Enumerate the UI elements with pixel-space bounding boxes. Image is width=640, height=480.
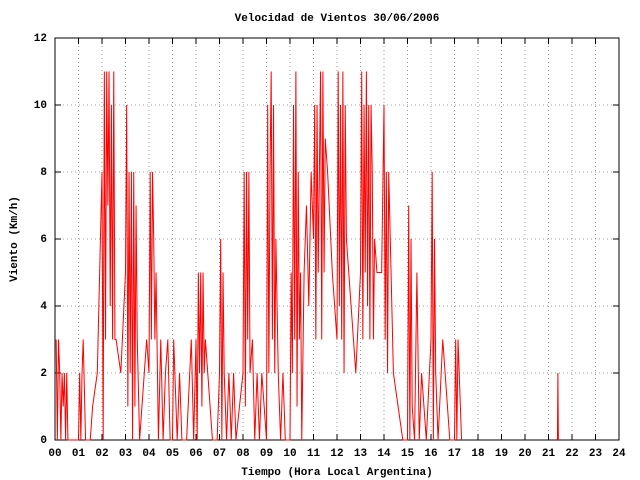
x-tick-label: 11	[307, 448, 321, 460]
x-tick-label: 05	[166, 448, 180, 460]
x-tick-label: 08	[236, 448, 250, 460]
x-tick-label: 16	[424, 448, 437, 460]
x-tick-label: 03	[119, 448, 133, 460]
x-tick-label: 20	[518, 448, 531, 460]
x-tick-label: 18	[471, 448, 485, 460]
x-tick-label: 13	[354, 448, 368, 460]
x-axis-label: Tiempo (Hora Local Argentina)	[241, 467, 432, 479]
x-tick-label: 04	[142, 448, 156, 460]
y-tick-label: 6	[40, 234, 47, 246]
x-tick-label: 21	[542, 448, 556, 460]
x-tick-label: 12	[330, 448, 343, 460]
y-tick-label: 10	[34, 100, 47, 112]
x-tick-label: 24	[612, 448, 626, 460]
y-tick-label: 0	[40, 435, 47, 447]
y-axis-label: Viento (Km/h)	[9, 196, 21, 282]
x-tick-label: 22	[565, 448, 578, 460]
x-tick-label: 19	[495, 448, 508, 460]
x-tick-label: 09	[260, 448, 273, 460]
y-tick-label: 8	[40, 167, 47, 179]
y-tick-label: 12	[34, 33, 47, 45]
x-tick-label: 06	[189, 448, 202, 460]
x-tick-label: 02	[95, 448, 108, 460]
x-tick-label: 10	[283, 448, 296, 460]
x-tick-label: 15	[401, 448, 415, 460]
y-tick-label: 4	[40, 301, 47, 313]
x-tick-label: 14	[377, 448, 391, 460]
x-tick-label: 01	[72, 448, 86, 460]
x-tick-label: 00	[48, 448, 61, 460]
x-tick-label: 17	[448, 448, 461, 460]
chart-title: Velocidad de Vientos 30/06/2006	[235, 13, 440, 25]
data-line	[55, 71, 559, 441]
x-tick-label: 07	[213, 448, 226, 460]
y-tick-label: 2	[40, 368, 47, 380]
x-tick-label: 23	[589, 448, 603, 460]
